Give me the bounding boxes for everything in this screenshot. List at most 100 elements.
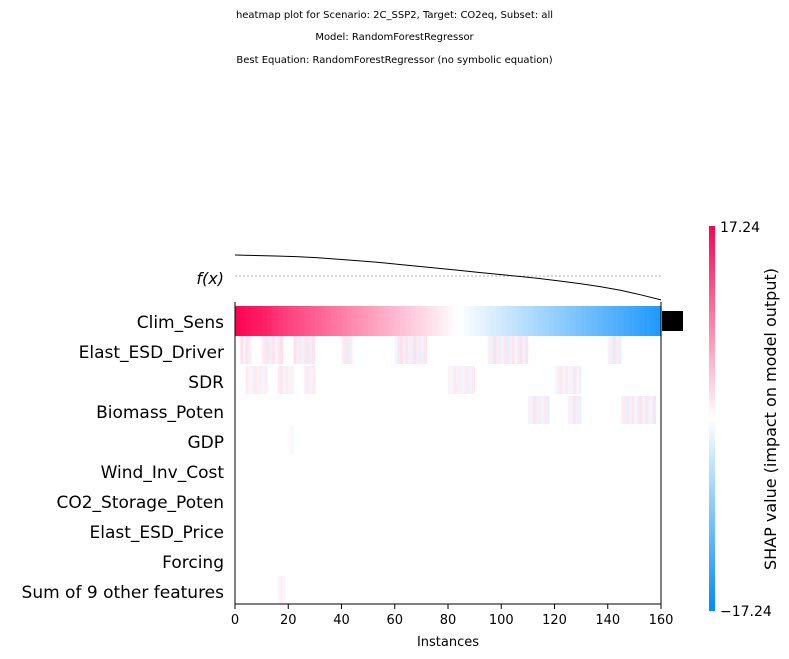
colorbar-min-label: −17.24: [720, 604, 772, 620]
heatmap-cell-clim-sens: [527, 306, 534, 336]
heatmap-cell-clim-sens: [421, 306, 428, 336]
heatmap-cell-faint: [570, 396, 574, 424]
heatmap-cell-clim-sens: [368, 306, 375, 336]
heatmap-cell-clim-sens: [490, 306, 497, 336]
heatmap-cell-faint: [304, 336, 308, 364]
heatmap-cell-faint: [461, 366, 465, 394]
heatmap-cell-clim-sens: [613, 306, 619, 336]
heatmap-cell-clim-sens: [298, 306, 305, 336]
heatmap-cell-clim-sens: [314, 306, 321, 336]
heatmap-cell-faint: [261, 366, 265, 394]
heatmap-cell-faint: [418, 336, 422, 364]
heatmap-cell-faint: [450, 366, 454, 394]
heatmap-cell-faint: [517, 336, 521, 364]
heatmap-cell-faint: [618, 336, 622, 364]
heatmap-cell-faint: [288, 426, 292, 454]
heatmap-cell-faint: [639, 396, 643, 424]
heatmap-cell-clim-sens: [565, 306, 572, 336]
heatmap-cell-clim-sens: [458, 306, 465, 336]
heatmap-cell-clim-sens: [378, 306, 385, 336]
heatmap-cell-faint: [274, 336, 278, 364]
heatmap-cell-clim-sens: [245, 306, 252, 336]
heatmap-cell-faint: [248, 336, 252, 364]
heatmap-cell-faint: [469, 366, 473, 394]
heatmap-cell-faint: [615, 336, 619, 364]
heatmap-cell-clim-sens: [405, 306, 412, 336]
heatmap-cell-faint: [471, 366, 475, 394]
x-axis-label: Instances: [417, 635, 479, 650]
heatmap-cell-clim-sens: [501, 306, 508, 336]
heatmap-cell-clim-sens: [602, 306, 609, 336]
heatmap-cell-clim-sens: [511, 306, 518, 336]
heatmap-cell-faint: [248, 366, 252, 394]
heatmap-cell-faint: [402, 336, 406, 364]
heatmap-cell-clim-sens: [373, 306, 380, 336]
heatmap-cell-clim-sens: [266, 306, 273, 336]
heatmap-cell-faint: [546, 396, 550, 424]
heatmap-cell-clim-sens: [309, 306, 316, 336]
heatmap-cell-faint: [527, 396, 531, 424]
heatmap-cell-clim-sens: [304, 306, 311, 336]
heatmap-cell-faint: [653, 396, 657, 424]
heatmap-cell-faint: [567, 396, 571, 424]
heatmap-cell-clim-sens: [522, 306, 529, 336]
heatmap-cell-faint: [264, 366, 268, 394]
heatmap-cell-faint: [280, 366, 284, 394]
heatmap-cell-faint: [565, 366, 569, 394]
feature-label: Elast_ESD_Price: [90, 523, 225, 543]
heatmap-cell-faint: [530, 396, 534, 424]
heatmap-cell-clim-sens: [346, 306, 353, 336]
heatmap-cell-faint: [405, 336, 409, 364]
heatmap-cell-clim-sens: [384, 306, 391, 336]
heatmap-cell-faint: [511, 336, 515, 364]
x-tick-label: 120: [542, 613, 567, 628]
heatmap-cell-faint: [575, 366, 579, 394]
heatmap-cell-faint: [288, 366, 292, 394]
feature-label: Sum of 9 other features: [22, 583, 225, 603]
heatmap-cell-faint: [623, 396, 627, 424]
heatmap-cell-clim-sens: [506, 306, 513, 336]
heatmap-cell-clim-sens: [261, 306, 268, 336]
heatmap-cell-faint: [301, 336, 305, 364]
heatmap-cell-faint: [503, 336, 507, 364]
heatmap-cell-faint: [245, 336, 249, 364]
colorbar-max-label: 17.24: [720, 220, 760, 236]
heatmap-cell-clim-sens: [639, 306, 646, 336]
heatmap-cell-clim-sens: [559, 306, 566, 336]
heatmap-cell-clim-sens: [293, 306, 300, 336]
heatmap-cell-faint: [626, 396, 630, 424]
heatmap-cell-clim-sens: [432, 306, 438, 336]
heatmap-cell-faint: [509, 336, 513, 364]
heatmap-cell-faint: [543, 396, 547, 424]
chart-title-line-2: Model: RandomForestRegressor: [315, 32, 474, 43]
feature-label: Forcing: [162, 553, 224, 573]
heatmap-cell-faint: [349, 336, 353, 364]
heatmap-cell-clim-sens: [634, 306, 641, 336]
heatmap-cell-clim-sens: [448, 306, 454, 336]
heatmap-cell-clim-sens: [256, 306, 263, 336]
heatmap-cell-faint: [458, 366, 462, 394]
heatmap-cell-clim-sens: [426, 306, 433, 336]
heatmap-cell-faint: [637, 396, 641, 424]
heatmap-cell-clim-sens: [591, 306, 598, 336]
heatmap-cell-clim-sens: [655, 306, 662, 336]
heatmap-cell-faint: [240, 336, 244, 364]
heatmap-cell-faint: [344, 336, 348, 364]
heatmap-cell-faint: [416, 336, 420, 364]
heatmap-cell-faint: [421, 336, 425, 364]
x-tick-label: 80: [440, 613, 457, 628]
heatmap-cell-faint: [557, 366, 561, 394]
heatmap-cell-faint: [463, 366, 467, 394]
heatmap-cell-faint: [277, 336, 281, 364]
x-tick-label: 140: [595, 613, 620, 628]
heatmap-cell-faint: [631, 396, 635, 424]
feature-label: GDP: [187, 433, 224, 453]
heatmap-cell-clim-sens: [479, 306, 486, 336]
heatmap-cell-faint: [258, 366, 262, 394]
heatmap-cell-faint: [256, 366, 260, 394]
heatmap-cell-faint: [282, 576, 286, 604]
heatmap-cell-faint: [578, 366, 582, 394]
heatmap-cell-faint: [269, 336, 273, 364]
heatmap-cell-clim-sens: [282, 306, 289, 336]
heatmap-cell-faint: [264, 336, 268, 364]
